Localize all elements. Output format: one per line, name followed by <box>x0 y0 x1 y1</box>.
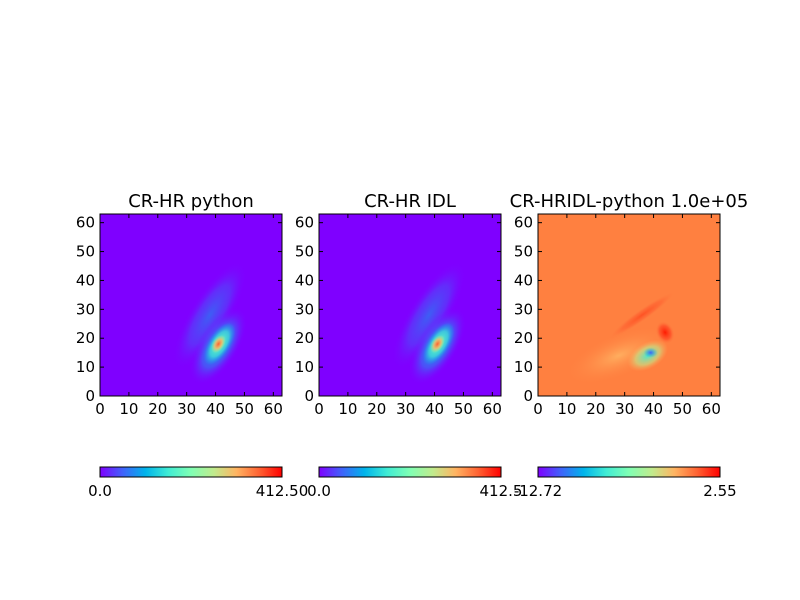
y-tick-label: 0 <box>304 387 314 405</box>
diff-region-min <box>643 347 658 358</box>
x-tick-label: 10 <box>119 400 138 418</box>
x-tick-label: 0 <box>533 400 543 418</box>
x-tick-label: 60 <box>264 400 283 418</box>
colorbar: 0.0 412.50 <box>88 466 309 500</box>
colorbar-gradient <box>537 466 721 478</box>
colorbar-max-label: 2.55 <box>703 482 736 500</box>
y-tick-label: 20 <box>514 329 533 347</box>
x-tick-label: 10 <box>338 400 357 418</box>
x-tick-label: 0 <box>95 400 105 418</box>
heat-region-peak <box>430 334 445 354</box>
x-tick-label: 50 <box>235 400 254 418</box>
x-tick-label: 60 <box>702 400 721 418</box>
panel-title: CR-HRIDL-python 1.0e+05 <box>510 191 749 212</box>
axes-frame <box>99 213 283 397</box>
colorbar-min-label: 0.0 <box>88 482 112 500</box>
y-tick-label: 30 <box>76 300 95 318</box>
x-tick-label: 60 <box>483 400 502 418</box>
colorbar-max-label: 412.50 <box>256 482 309 500</box>
y-tick-label: 10 <box>295 358 314 376</box>
colorbar-max-label: 412.5 <box>480 482 523 500</box>
heatmap-image <box>100 214 282 396</box>
y-tick-label: 60 <box>295 214 314 232</box>
y-tick-label: 20 <box>76 329 95 347</box>
y-tick-label: 40 <box>514 271 533 289</box>
x-tick-label: 20 <box>586 400 605 418</box>
x-tick-label: 40 <box>206 400 225 418</box>
colorbar-gradient <box>318 466 502 478</box>
x-tick-label: 40 <box>644 400 663 418</box>
y-tick-label: 60 <box>76 214 95 232</box>
panel-1: CR-HR IDL 0 10 20 30 40 50 60 0 10 20 30 40 50 60 0.0 41… <box>295 191 523 500</box>
heat-tail <box>391 261 466 369</box>
y-tick-label: 10 <box>514 358 533 376</box>
diff-streak <box>609 291 675 339</box>
colorbar-min-label: 0.0 <box>307 482 331 500</box>
x-tick-label: 50 <box>673 400 692 418</box>
axes-frame <box>537 213 721 397</box>
heatmap-image <box>538 214 720 396</box>
heat-tail <box>172 261 247 369</box>
y-tick-label: 40 <box>76 271 95 289</box>
x-tick-label: 30 <box>615 400 634 418</box>
x-tick-label: 50 <box>454 400 473 418</box>
y-tick-label: 50 <box>295 243 314 261</box>
x-tick-label: 30 <box>177 400 196 418</box>
y-tick-label: 40 <box>295 271 314 289</box>
x-tick-label: 20 <box>367 400 386 418</box>
y-tick-label: 30 <box>295 300 314 318</box>
colorbar: 0.0 412.5 <box>307 466 523 500</box>
x-tick-label: 30 <box>396 400 415 418</box>
y-tick-label: 0 <box>85 387 95 405</box>
axes-frame <box>318 213 502 397</box>
y-tick-label: 10 <box>76 358 95 376</box>
diff-region-wide <box>564 325 674 386</box>
heatmap-image <box>319 214 501 396</box>
colorbar-min-label: -12.72 <box>514 482 562 500</box>
y-tick-label: 30 <box>514 300 533 318</box>
diff-region-max <box>655 320 675 344</box>
colorbar: -12.72 2.55 <box>514 466 737 500</box>
y-tick-label: 0 <box>523 387 533 405</box>
y-tick-label: 60 <box>514 214 533 232</box>
panel-2: CR-HRIDL-python 1.0e+05 0 10 20 30 40 50 60 0 10 2… <box>510 191 749 500</box>
panel-0: CR-HR python 0 10 20 30 40 50 60 0 10 20 30 40 50 60 0.… <box>76 191 308 500</box>
x-tick-label: 40 <box>425 400 444 418</box>
x-tick-label: 20 <box>148 400 167 418</box>
y-tick-label: 50 <box>514 243 533 261</box>
heat-region-peak <box>211 334 226 354</box>
colorbar-gradient <box>99 466 283 478</box>
x-tick-label: 0 <box>314 400 324 418</box>
panel-title: CR-HR IDL <box>364 191 456 212</box>
panel-title: CR-HR python <box>128 191 254 212</box>
y-tick-label: 20 <box>295 329 314 347</box>
x-tick-label: 10 <box>557 400 576 418</box>
y-tick-label: 50 <box>76 243 95 261</box>
